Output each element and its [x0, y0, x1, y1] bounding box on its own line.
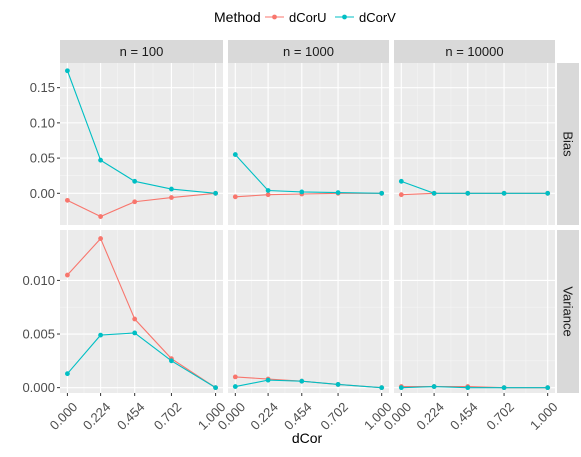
data-point-dcoru — [398, 192, 404, 198]
data-point-dcoru — [132, 199, 138, 205]
data-point-dcorv — [65, 371, 70, 377]
legend-item-dcorv: dCorV — [335, 10, 396, 25]
y-tick-label: 0.05 — [30, 151, 55, 166]
data-point-dcorv — [398, 385, 404, 391]
y-tick-label: 0.15 — [30, 80, 55, 95]
x-tick-label: 0.454 — [447, 399, 481, 433]
data-point-dcorv — [545, 190, 551, 196]
data-point-dcoru — [65, 272, 70, 278]
data-point-dcorv — [169, 186, 174, 192]
panel-background — [228, 230, 389, 393]
data-point-dcorv — [98, 157, 103, 163]
data-point-dcorv — [335, 382, 341, 387]
column-strip-n-10000 — [394, 40, 555, 63]
x-tick-label: 1.000 — [527, 399, 561, 433]
data-point-dcorv — [398, 178, 404, 184]
panel-variance-n-1000 — [228, 230, 389, 393]
panel-background — [228, 63, 389, 225]
row-strip-label: Bias — [561, 131, 576, 157]
x-tick-label: 0.702 — [483, 399, 517, 433]
data-point-dcorv — [379, 385, 385, 391]
data-point-dcorv — [265, 188, 271, 193]
column-strip-label: n = 10000 — [445, 44, 503, 59]
legend-key-point-dcorv — [342, 14, 347, 20]
data-point-dcorv — [65, 68, 70, 74]
x-tick-label: 0.702 — [317, 399, 351, 433]
row-strip-label: Variance — [561, 286, 576, 336]
data-point-dcorv — [299, 189, 305, 195]
panel-bias-n-10000 — [394, 63, 555, 225]
panel-variance-n-10000 — [394, 230, 555, 393]
data-point-dcorv — [465, 385, 471, 391]
data-point-dcorv — [545, 385, 551, 391]
legend-label-dcoru: dCorU — [289, 10, 327, 25]
panel-background — [394, 63, 555, 225]
data-point-dcoru — [232, 374, 238, 380]
panel-bias-n-100 — [60, 63, 223, 225]
x-tick-label: 0.454 — [281, 399, 315, 433]
legend-key-point-dcoru — [272, 14, 277, 20]
x-tick-label: 0.224 — [413, 399, 447, 433]
legend: Method dCorU dCorV — [214, 9, 396, 25]
panel-background — [60, 63, 223, 225]
x-tick-label: 0.702 — [151, 399, 185, 433]
y-tick-label: 0.005 — [22, 327, 55, 342]
panel-variance-n-100 — [60, 230, 223, 393]
data-point-dcorv — [98, 332, 103, 338]
x-tick-label: 0.000 — [47, 399, 81, 433]
x-tick-label: 0.224 — [80, 399, 114, 433]
data-point-dcorv — [213, 385, 218, 391]
legend-title: Method — [214, 9, 261, 25]
data-point-dcorv — [232, 384, 238, 389]
y-tick-label: 0.10 — [30, 115, 55, 130]
panel-bias-n-1000 — [228, 63, 389, 225]
data-point-dcorv — [431, 190, 437, 196]
data-point-dcorv — [132, 330, 138, 336]
y-tick-label: 0.000 — [22, 380, 55, 395]
x-axis-title: dCor — [292, 430, 323, 446]
panel-background — [60, 230, 223, 393]
facet-grid: n = 100 n = 1000 n = 10000 Bias 0.00 0.05 0.10… — [22, 40, 579, 433]
data-point-dcoru — [169, 195, 174, 200]
data-point-dcorv — [465, 190, 471, 196]
data-point-dcoru — [98, 214, 103, 219]
data-point-dcorv — [265, 377, 271, 383]
row-strip-variance — [557, 230, 579, 393]
column-strip-label: n = 100 — [120, 44, 164, 59]
legend-item-dcoru: dCorU — [265, 10, 327, 25]
y-tick-label: 0.010 — [22, 273, 55, 288]
data-point-dcoru — [132, 316, 138, 322]
data-point-dcorv — [379, 190, 385, 196]
x-tick-label: 0.454 — [114, 399, 148, 433]
data-point-dcorv — [501, 190, 507, 196]
data-point-dcoru — [65, 197, 70, 203]
data-point-dcorv — [501, 385, 507, 391]
data-point-dcorv — [132, 178, 138, 184]
column-strip-n-100 — [60, 40, 223, 63]
y-tick-label: 0.00 — [30, 186, 55, 201]
data-point-dcorv — [299, 378, 305, 384]
data-point-dcorv — [169, 358, 174, 364]
row-strip-bias — [557, 63, 579, 225]
data-point-dcorv — [232, 152, 238, 157]
legend-label-dcorv: dCorV — [359, 10, 396, 25]
data-point-dcorv — [431, 384, 437, 389]
panel-background — [394, 230, 555, 393]
data-point-dcorv — [335, 190, 341, 196]
data-point-dcoru — [98, 236, 103, 241]
data-point-dcoru — [232, 194, 238, 200]
x-tick-label: 0.224 — [247, 399, 281, 433]
column-strip-label: n = 1000 — [283, 44, 334, 59]
data-point-dcorv — [213, 190, 218, 196]
data-point-dcoru — [265, 192, 271, 198]
column-strip-n-1000 — [228, 40, 389, 63]
